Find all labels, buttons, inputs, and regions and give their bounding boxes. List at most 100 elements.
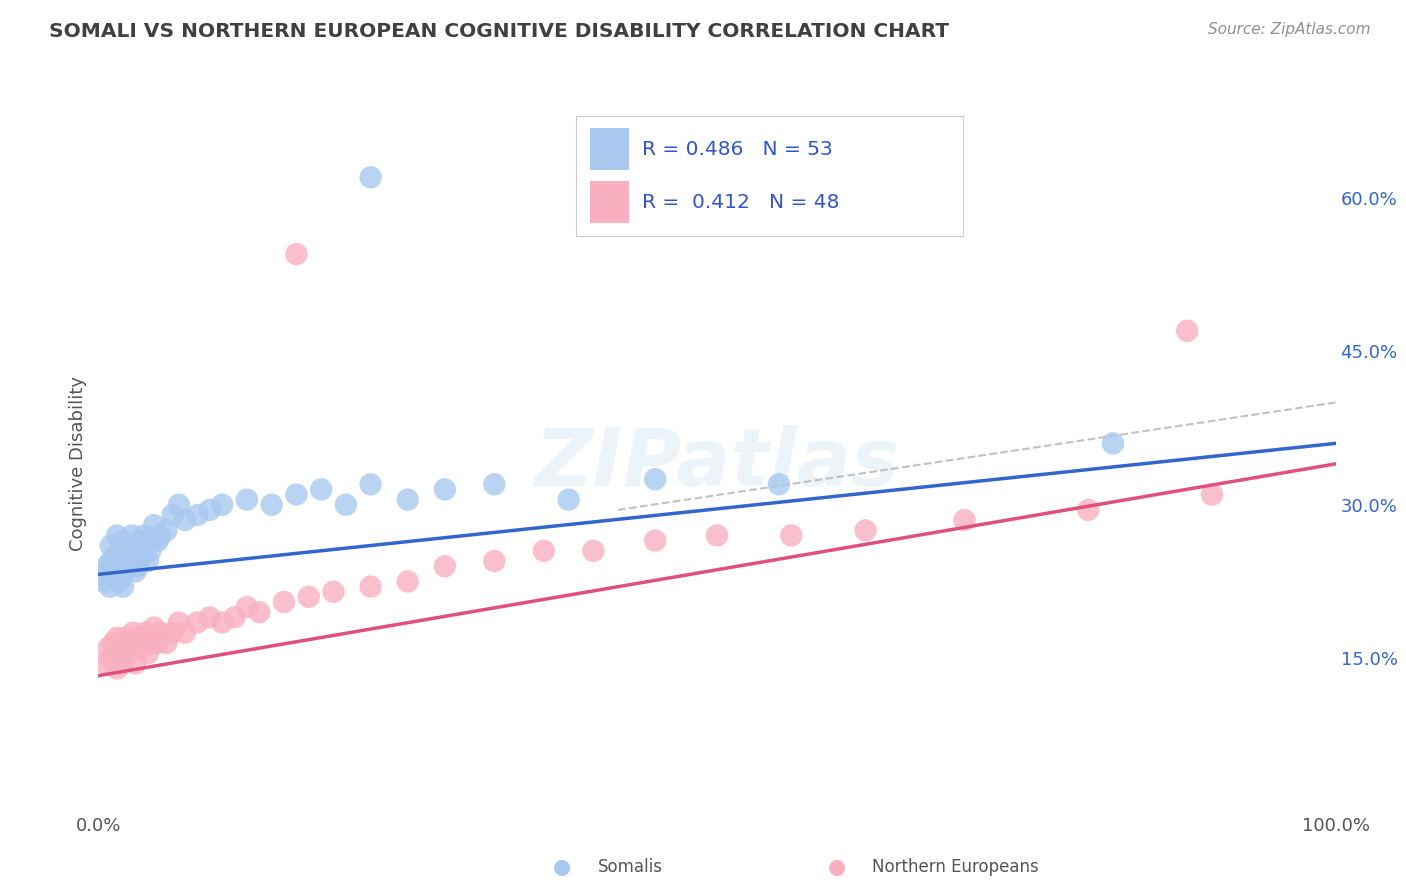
Point [115, 539, 138, 553]
Point [131, 549, 153, 563]
Point [93, 657, 115, 671]
Text: ●: ● [828, 857, 845, 877]
Point [100, 651, 122, 665]
Point [139, 636, 162, 650]
Point [186, 508, 208, 522]
Point [108, 574, 131, 589]
Point [236, 600, 259, 615]
Point [143, 621, 166, 635]
Point [134, 625, 156, 640]
Point [260, 498, 283, 512]
Point [112, 657, 135, 671]
Point [143, 518, 166, 533]
Point [149, 625, 172, 640]
Point [780, 528, 803, 542]
Point [953, 513, 976, 527]
Point [768, 477, 790, 491]
Point [335, 498, 357, 512]
Point [105, 528, 128, 542]
Point [128, 533, 150, 548]
Point [136, 631, 159, 645]
Point [124, 564, 146, 578]
Point [211, 615, 233, 630]
Point [360, 580, 382, 594]
Point [134, 528, 156, 542]
Point [121, 528, 143, 542]
Point [96, 559, 118, 574]
Point [98, 580, 121, 594]
Text: ●: ● [554, 857, 571, 877]
Point [706, 528, 728, 542]
Point [247, 605, 270, 619]
Point [285, 247, 308, 261]
Point [360, 170, 382, 185]
Point [186, 615, 208, 630]
Point [582, 544, 605, 558]
Point [855, 524, 877, 538]
Point [433, 559, 456, 574]
Point [644, 472, 666, 486]
Text: R = 0.486   N = 53: R = 0.486 N = 53 [643, 139, 832, 159]
Point [112, 580, 135, 594]
Point [285, 487, 308, 501]
Point [112, 554, 135, 568]
Text: ZIPatlas: ZIPatlas [534, 425, 900, 503]
Point [103, 636, 125, 650]
Point [105, 631, 128, 645]
Point [298, 590, 321, 604]
Point [105, 661, 128, 675]
Point [136, 533, 159, 548]
Text: Northern Europeans: Northern Europeans [872, 858, 1039, 876]
Point [118, 636, 141, 650]
Point [360, 477, 382, 491]
Point [174, 513, 197, 527]
Point [103, 569, 125, 583]
Point [162, 625, 184, 640]
Point [155, 524, 177, 538]
Point [557, 492, 579, 507]
Point [224, 610, 246, 624]
Point [198, 503, 221, 517]
Point [118, 544, 141, 558]
Point [122, 625, 145, 640]
Point [396, 574, 419, 589]
Text: SOMALI VS NORTHERN EUROPEAN COGNITIVE DISABILITY CORRELATION CHART: SOMALI VS NORTHERN EUROPEAN COGNITIVE DI… [49, 22, 949, 41]
Point [174, 625, 197, 640]
Point [236, 492, 259, 507]
Point [1201, 487, 1223, 501]
Point [122, 554, 145, 568]
Point [114, 631, 136, 645]
Text: R =  0.412   N = 48: R = 0.412 N = 48 [643, 193, 839, 211]
Point [118, 646, 141, 660]
Point [110, 544, 132, 558]
Point [167, 615, 190, 630]
Point [644, 533, 666, 548]
Point [93, 574, 115, 589]
Point [136, 554, 159, 568]
Point [484, 477, 506, 491]
Point [149, 528, 172, 542]
Point [112, 533, 135, 548]
Point [155, 636, 177, 650]
Point [128, 631, 150, 645]
Point [1077, 503, 1099, 517]
Point [105, 559, 128, 574]
Point [103, 549, 125, 563]
Point [100, 554, 122, 568]
Point [114, 564, 136, 578]
Point [110, 646, 132, 660]
Point [139, 544, 162, 558]
Point [100, 539, 122, 553]
Bar [591, 128, 628, 170]
Y-axis label: Cognitive Disability: Cognitive Disability [69, 376, 87, 551]
Point [167, 498, 190, 512]
Point [396, 492, 419, 507]
Point [124, 657, 146, 671]
Point [136, 646, 159, 660]
Point [131, 640, 153, 655]
Text: Somalis: Somalis [598, 858, 662, 876]
Point [124, 544, 146, 558]
Point [118, 559, 141, 574]
Point [97, 640, 120, 655]
Bar [591, 181, 628, 223]
